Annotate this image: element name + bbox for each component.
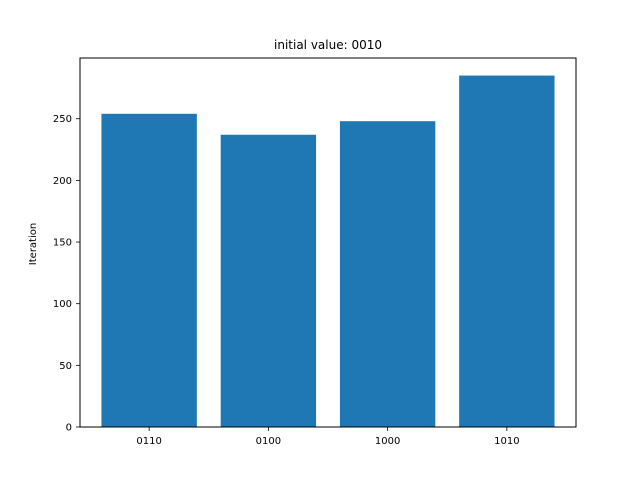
bar-0110 bbox=[101, 113, 197, 428]
x-tick-label: 1000 bbox=[375, 436, 400, 447]
y-tick-label: 100 bbox=[53, 299, 72, 310]
x-tick-label: 0110 bbox=[136, 436, 161, 447]
x-tick-label: 1010 bbox=[494, 436, 519, 447]
chart-title: initial value: 0010 bbox=[274, 38, 382, 52]
bar-0100 bbox=[220, 134, 317, 427]
x-tick-label: 0100 bbox=[256, 436, 281, 447]
y-tick-label: 150 bbox=[53, 238, 72, 249]
y-tick-label: 50 bbox=[59, 361, 72, 372]
plot-frame bbox=[79, 57, 577, 428]
bars-layer bbox=[101, 75, 555, 428]
y-tick-label: 250 bbox=[53, 114, 72, 125]
bar-1010 bbox=[459, 75, 555, 427]
y-tick-label: 0 bbox=[66, 423, 72, 434]
ticks-layer: 0110 0100 1000 1010 0 50 100 150 200 250 bbox=[53, 114, 520, 447]
y-axis-label: Iteration bbox=[28, 223, 39, 265]
bar-1000 bbox=[339, 121, 436, 427]
y-tick-label: 200 bbox=[53, 176, 72, 187]
